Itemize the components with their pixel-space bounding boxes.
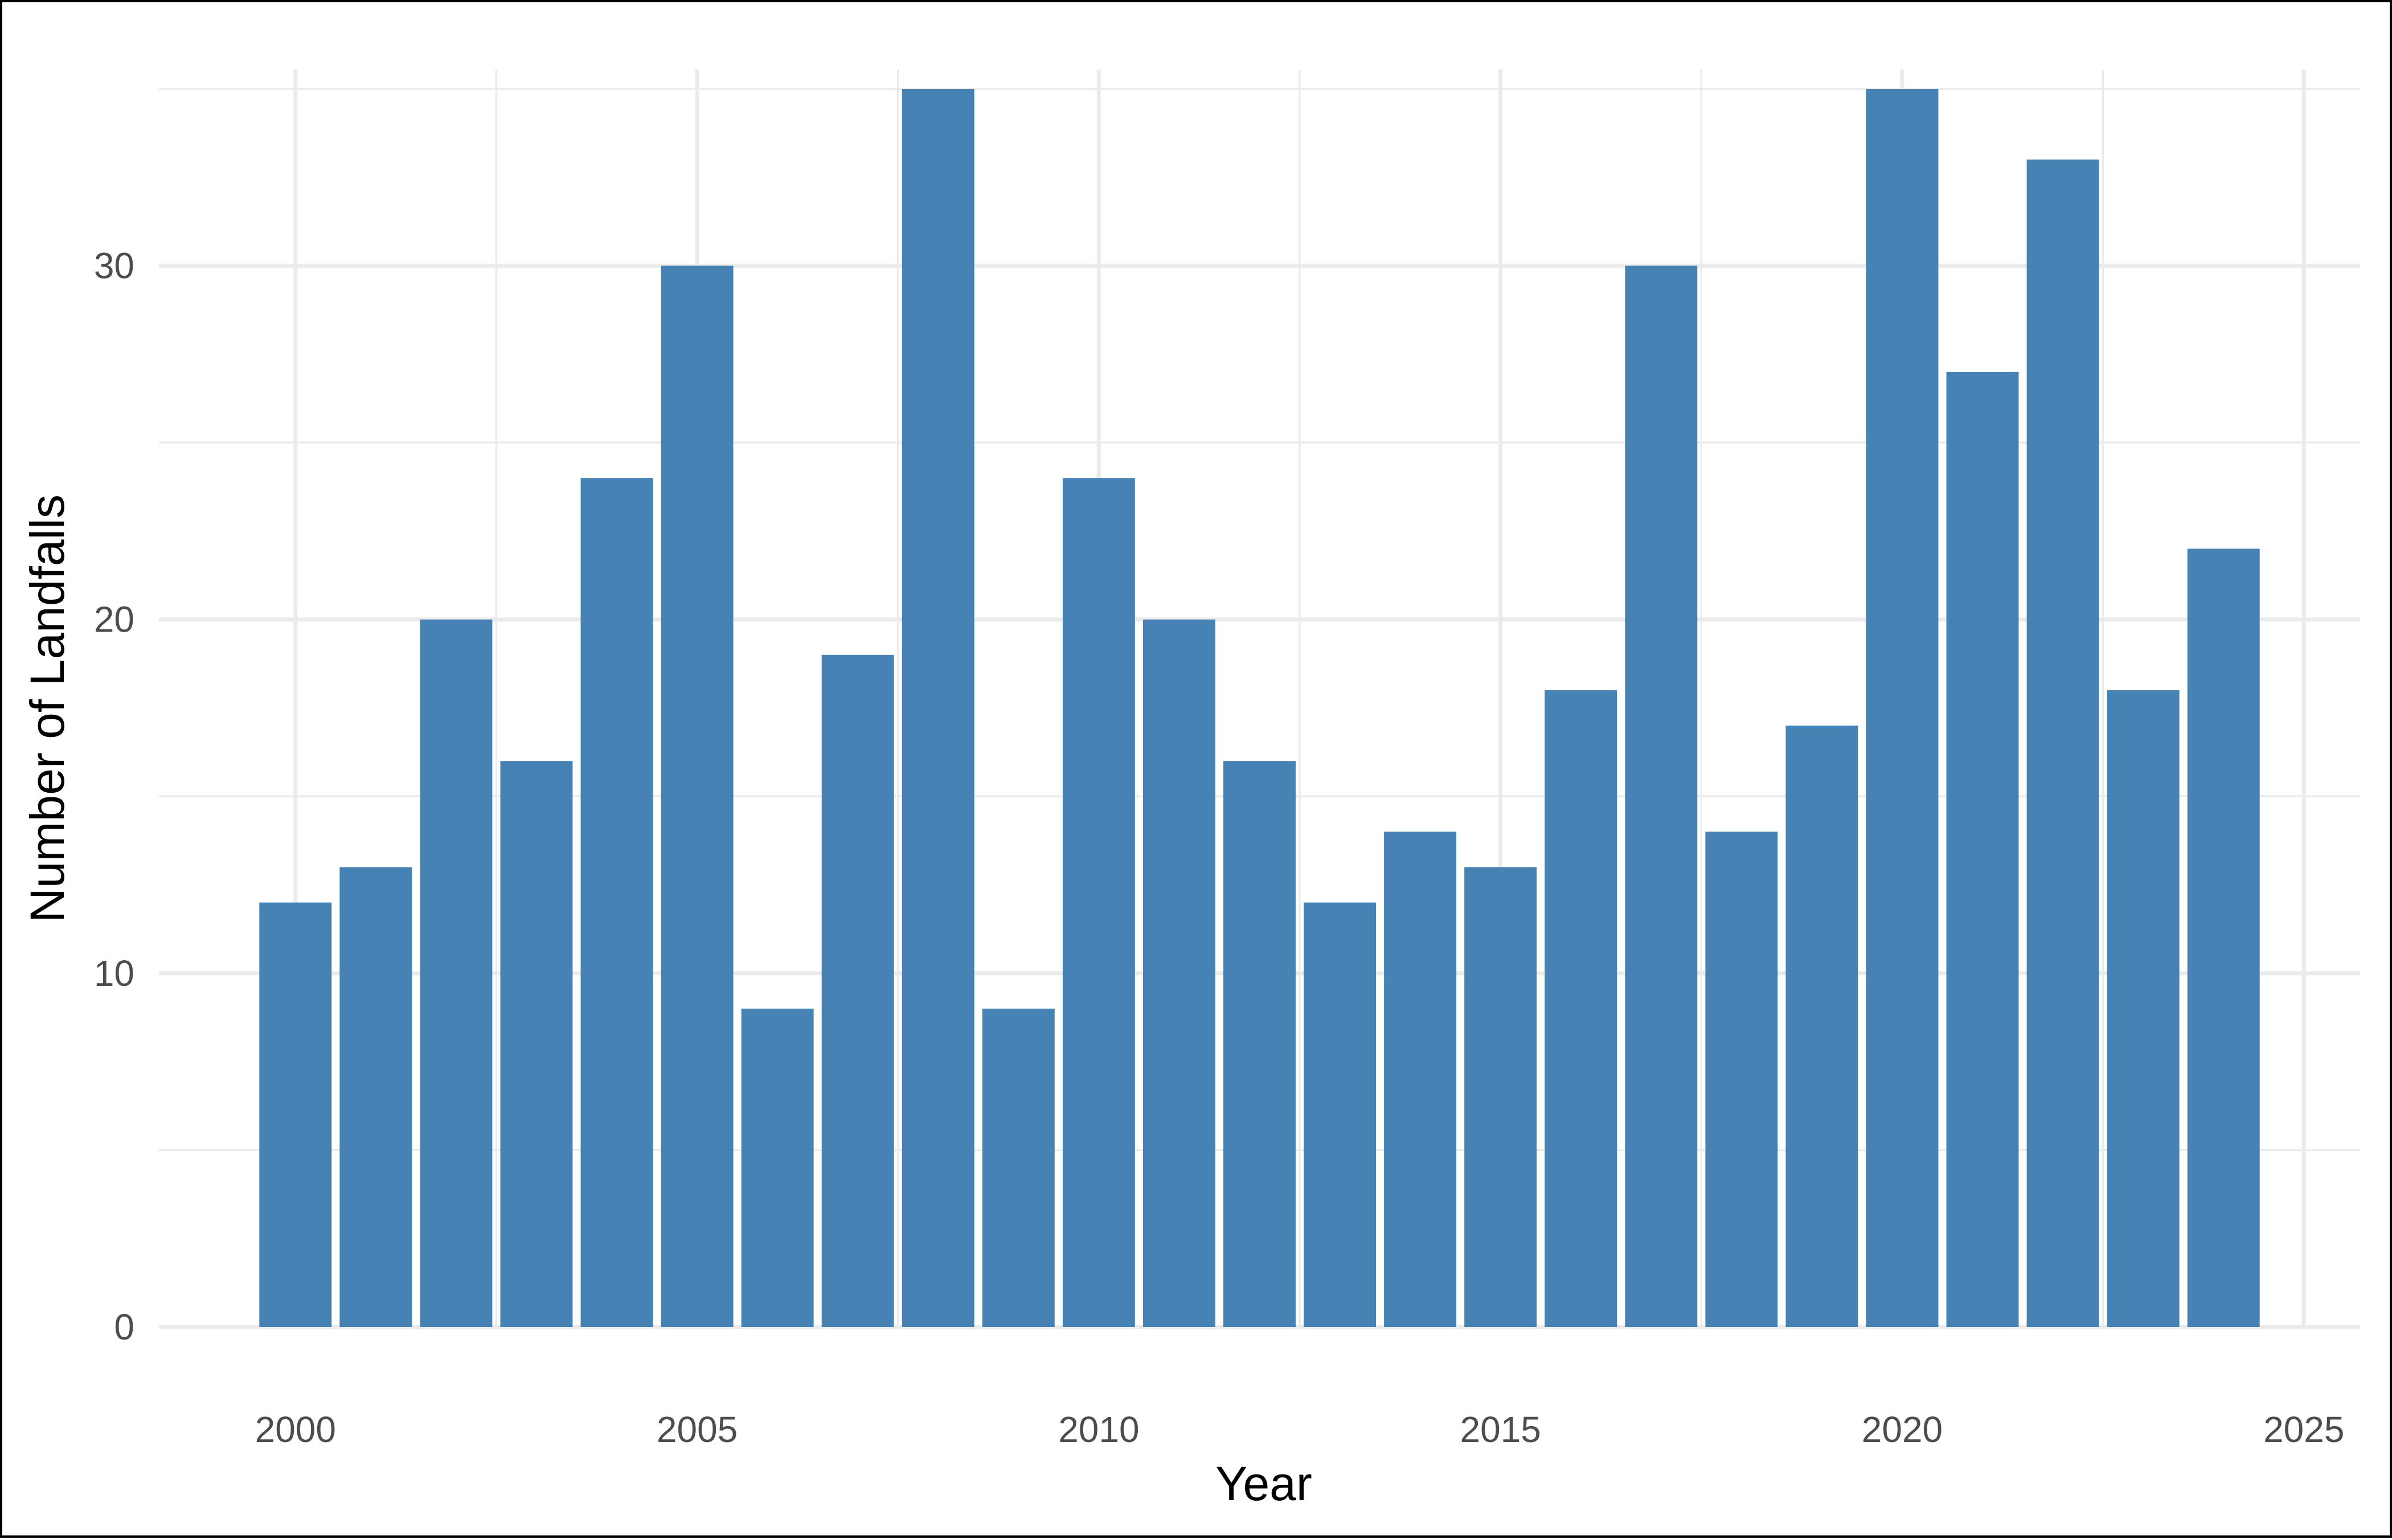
bar-2019 — [1785, 726, 1858, 1327]
bar-2000 — [259, 902, 332, 1327]
bar-2013 — [1304, 902, 1377, 1327]
x-tick-label: 2020 — [1862, 1409, 1943, 1450]
bar-2020 — [1866, 89, 1939, 1327]
bar-2022 — [2026, 159, 2099, 1328]
bars — [259, 89, 2260, 1328]
x-tick-label: 2010 — [1058, 1409, 1139, 1450]
bar-2005 — [661, 265, 734, 1328]
bar-2007 — [821, 654, 894, 1327]
bar-2003 — [500, 761, 573, 1327]
y-tick-label: 30 — [94, 245, 134, 286]
y-tick-label: 20 — [94, 599, 134, 640]
bar-2015 — [1464, 867, 1537, 1327]
x-tick-label: 2015 — [1460, 1409, 1541, 1450]
x-tick-label: 2025 — [2263, 1409, 2344, 1450]
x-axis-tick-labels: 2000 2005 2010 2015 2020 2025 — [255, 1409, 2345, 1450]
x-axis-title: Year — [1215, 1457, 1312, 1510]
bar-2012 — [1223, 761, 1296, 1327]
bar-2018 — [1705, 832, 1778, 1327]
bar-2006 — [741, 1008, 814, 1327]
y-tick-label: 10 — [94, 953, 134, 994]
bar-2017 — [1625, 265, 1698, 1328]
bar-2004 — [580, 478, 653, 1328]
y-axis-tick-labels: 0 10 20 30 — [94, 245, 134, 1348]
bar-2021 — [1946, 371, 2019, 1327]
x-tick-label: 2000 — [255, 1409, 336, 1450]
bar-2010 — [1062, 478, 1135, 1328]
bar-2011 — [1142, 619, 1215, 1327]
y-tick-label: 0 — [114, 1306, 134, 1348]
x-tick-label: 2005 — [657, 1409, 738, 1450]
bar-2016 — [1545, 690, 1617, 1327]
bar-2009 — [982, 1008, 1055, 1327]
bar-2001 — [339, 867, 412, 1327]
bar-2008 — [902, 89, 974, 1327]
bar-2023 — [2107, 690, 2180, 1327]
y-axis-title: Number of Landfalls — [21, 494, 74, 923]
bar-2024 — [2187, 548, 2260, 1327]
bar-2014 — [1384, 832, 1457, 1327]
bar-2002 — [420, 619, 493, 1327]
